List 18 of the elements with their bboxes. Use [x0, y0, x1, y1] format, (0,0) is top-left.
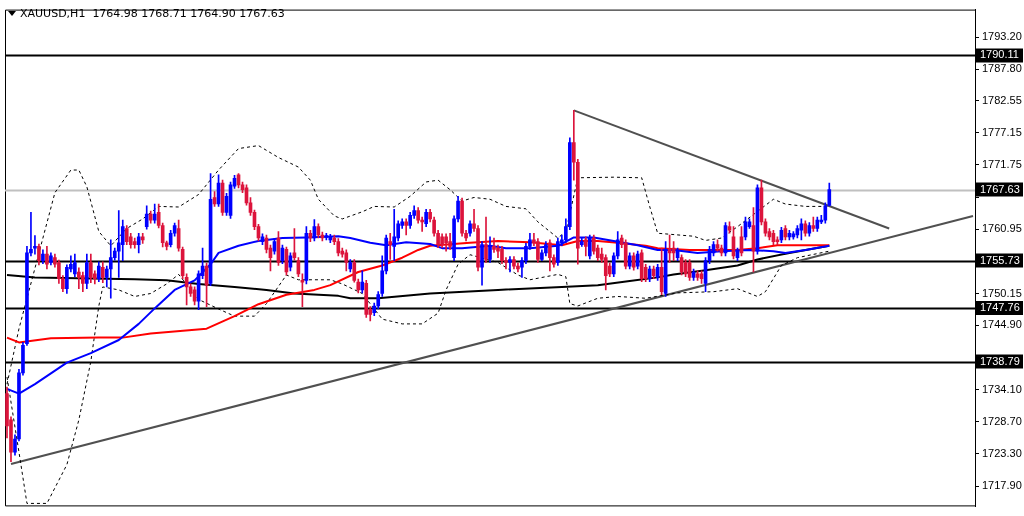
- y-tick-label: 1723.30: [982, 446, 1022, 459]
- ref-line-label: 1747.76: [980, 301, 1020, 314]
- y-tick-label: 1750.15: [982, 286, 1022, 299]
- y-tick-label: 1777.15: [982, 125, 1022, 138]
- ref-line-label: 1738.79: [980, 354, 1020, 367]
- ref-line-label: 1790.11: [980, 48, 1019, 61]
- y-tick-label: 1782.55: [982, 93, 1022, 106]
- y-tick-label: 1760.95: [982, 222, 1022, 235]
- y-tick-label: 1787.80: [982, 62, 1022, 75]
- ref-line-label: 1767.63: [980, 182, 1020, 195]
- ref-line-label: 1755.73: [980, 253, 1020, 266]
- y-tick-label: 1793.20: [982, 30, 1022, 43]
- y-tick-label: 1734.10: [982, 382, 1022, 395]
- chart-title: XAUUSD,H1 1764.98 1768.71 1764.90 1767.63: [20, 7, 285, 20]
- y-tick-label: 1771.75: [982, 157, 1022, 170]
- y-tick-label: 1728.70: [982, 414, 1022, 427]
- y-tick-label: 1744.90: [982, 318, 1022, 331]
- y-tick-label: 1717.90: [982, 479, 1022, 492]
